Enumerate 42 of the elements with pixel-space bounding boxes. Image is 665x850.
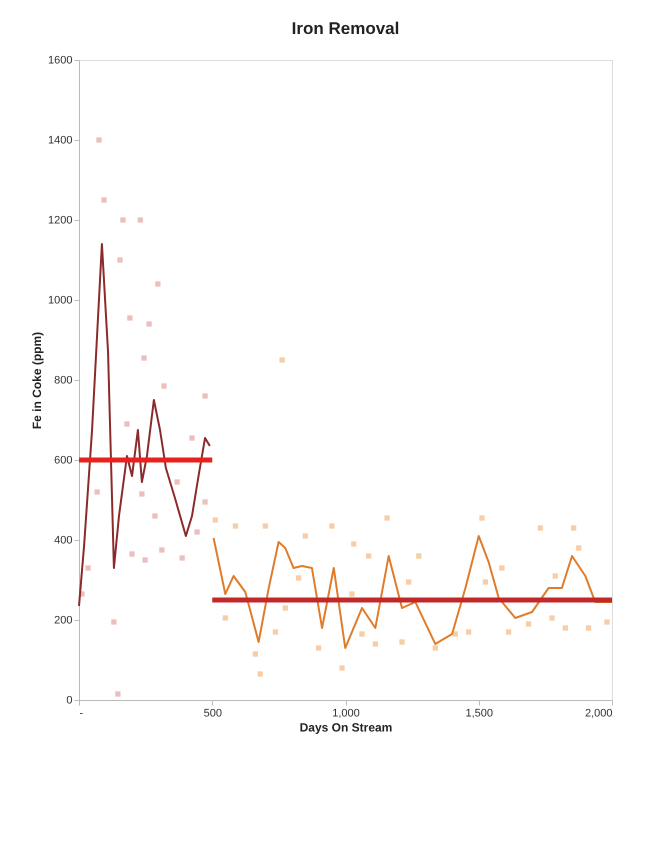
y-tick-label: 1400 (48, 134, 72, 146)
point (406, 579, 412, 585)
x-tick-label: - (80, 708, 84, 720)
x-tick-label: 1,000 (332, 708, 360, 720)
point (351, 541, 356, 547)
point (552, 573, 558, 579)
point (222, 615, 228, 621)
y-tick-label: 1600 (48, 54, 72, 66)
point (576, 545, 582, 551)
point (155, 281, 161, 287)
point (538, 525, 543, 531)
y-tick-label: 1200 (48, 214, 72, 226)
line-series (78, 243, 211, 607)
point (258, 671, 263, 677)
y-tick-label: 800 (54, 374, 72, 386)
x-tick-label: 1,500 (465, 708, 494, 720)
point (302, 533, 308, 539)
x-axis-title: Days On Stream (300, 720, 392, 734)
point (372, 641, 378, 647)
point (139, 491, 145, 497)
chart-title: Iron Removal (292, 19, 400, 38)
point (94, 489, 100, 495)
point (562, 625, 568, 631)
x-tick-label: 500 (204, 708, 222, 720)
y-axis-title: Fe in Coke (ppm) (30, 332, 44, 430)
point (179, 555, 185, 561)
point (262, 523, 268, 529)
point (466, 629, 472, 635)
y-tick-label: 400 (54, 534, 72, 546)
y-tick-label: 0 (66, 694, 72, 706)
point (416, 553, 422, 559)
point (138, 217, 143, 223)
point (159, 547, 165, 553)
point (212, 517, 218, 523)
point (432, 645, 438, 651)
y-tick-label: 1000 (48, 294, 72, 306)
point (570, 525, 576, 531)
y-tick-label: 200 (54, 614, 72, 626)
y-tick-label: 600 (54, 454, 72, 466)
x-tick-label: 2,000 (584, 708, 612, 720)
point (366, 553, 372, 559)
point (282, 605, 288, 611)
